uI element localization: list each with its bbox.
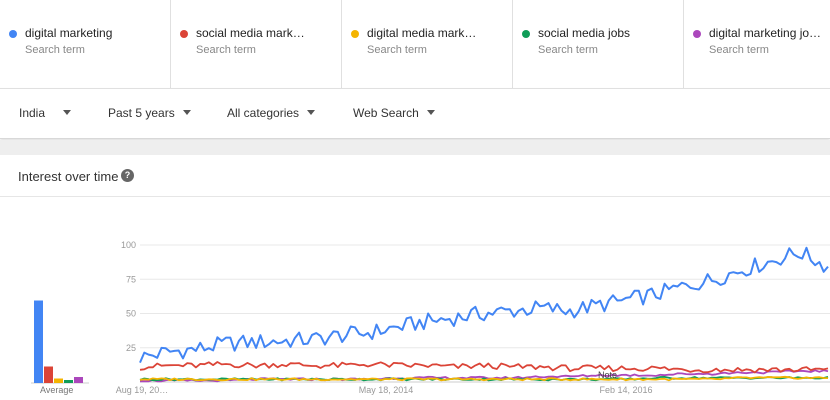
category-value: All categories: [227, 106, 300, 120]
chevron-down-icon: [426, 110, 435, 115]
y-tick-label: 50: [126, 309, 136, 319]
search-term-type: Search term: [538, 44, 598, 56]
section-title: Interest over time: [18, 169, 119, 184]
search-type-dropdown[interactable]: Web Search: [353, 106, 435, 120]
series-color-dot: [693, 30, 701, 38]
average-bar-chart: [31, 300, 89, 384]
section-separator: [0, 140, 830, 155]
search-term-name: digital marketing jo…: [709, 26, 822, 40]
average-bar: [54, 378, 63, 383]
y-axis-ticks: 100 75 50 25: [121, 240, 136, 353]
average-bar: [74, 377, 83, 383]
chart-gridlines: [140, 244, 830, 383]
search-term-type: Search term: [196, 44, 256, 56]
chevron-down-icon: [182, 110, 191, 115]
series-color-dot: [9, 30, 17, 38]
category-dropdown[interactable]: All categories: [227, 106, 316, 120]
chevron-down-icon: [63, 110, 72, 115]
y-tick-label: 25: [126, 343, 136, 353]
search-term-card[interactable]: digital marketing jo… Search term: [684, 0, 830, 88]
search-term-card[interactable]: digital marketing Search term: [0, 0, 171, 88]
question-circle-icon[interactable]: ?: [121, 169, 134, 182]
region-dropdown[interactable]: India: [19, 106, 72, 120]
search-term-type: Search term: [709, 44, 769, 56]
search-term-name: digital marketing: [25, 26, 113, 40]
average-label: Average: [40, 385, 74, 395]
series-line: [139, 246, 829, 363]
section-divider: [0, 196, 830, 197]
filter-bar: India Past 5 years All categories Web Se…: [0, 88, 830, 139]
series-color-dot: [522, 30, 530, 38]
search-term-card[interactable]: social media jobs Search term: [513, 0, 684, 88]
series-lines: [139, 246, 829, 383]
search-terms-bar: digital marketing Search term social med…: [0, 0, 830, 89]
search-term-name: social media jobs: [538, 26, 631, 40]
x-tick-label: Aug 19, 20…: [116, 385, 169, 395]
search-term-name: digital media mark…: [367, 26, 477, 40]
time-range-dropdown[interactable]: Past 5 years: [108, 106, 191, 120]
search-term-card[interactable]: digital media mark… Search term: [342, 0, 513, 88]
average-bar: [34, 300, 43, 383]
search-term-type: Search term: [25, 44, 85, 56]
series-color-dot: [351, 30, 359, 38]
search-term-name: social media mark…: [196, 26, 305, 40]
y-tick-label: 100: [121, 240, 136, 250]
y-tick-label: 75: [126, 274, 136, 284]
chevron-down-icon: [307, 110, 316, 115]
region-value: India: [19, 106, 46, 120]
x-tick-label: Feb 14, 2016: [599, 385, 652, 395]
average-bar: [64, 380, 73, 383]
interest-over-time-chart: 100 75 50 25 Aug 19, 20… May 18, 2014 Feb 14,…: [31, 240, 830, 395]
average-bar: [44, 366, 53, 383]
time-range-value: Past 5 years: [108, 106, 175, 120]
series-line: [139, 361, 829, 374]
search-type-value: Web Search: [353, 106, 419, 120]
x-axis-ticks: Aug 19, 20… May 18, 2014 Feb 14, 2016: [116, 385, 653, 395]
search-term-card[interactable]: social media mark… Search term: [171, 0, 342, 88]
x-tick-label: May 18, 2014: [359, 385, 414, 395]
series-line: [139, 375, 829, 382]
note-annotation[interactable]: Note: [598, 370, 617, 380]
series-color-dot: [180, 30, 188, 38]
search-term-type: Search term: [367, 44, 427, 56]
